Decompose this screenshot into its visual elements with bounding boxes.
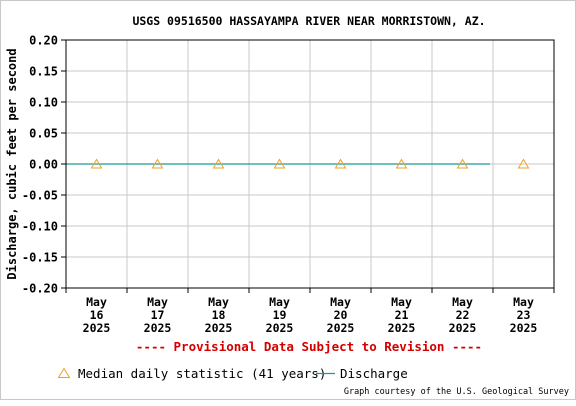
x-tick-label: 2025: [388, 321, 416, 335]
median-point: [334, 158, 347, 169]
x-tick-label: May: [269, 295, 290, 309]
x-tick-label: May: [330, 295, 351, 309]
x-tick-label: May: [147, 295, 168, 309]
x-tick-label: May: [513, 295, 534, 309]
y-tick-labels: 0.20 0.15 0.10 0.05 0.00 -0.05 -0.10 -0.15 -0.20: [22, 34, 66, 296]
median-point: [273, 158, 286, 169]
x-tick-label: 2025: [266, 321, 294, 335]
legend-median-label: Median daily statistic (41 years): [78, 366, 326, 381]
legend-discharge-label: Discharge: [340, 366, 408, 381]
x-tick-label: 2025: [510, 321, 538, 335]
y-tick-label: -0.05: [22, 189, 58, 203]
y-tick-label: -0.15: [22, 251, 58, 265]
y-tick-label: 0.15: [29, 65, 58, 79]
x-tick-labels: May162025May172025May182025May192025May2…: [65, 288, 555, 335]
median-point: [517, 158, 530, 169]
x-tick-label: May: [86, 295, 107, 309]
y-tick-label: 0.10: [29, 96, 58, 110]
y-tick-label: 0.05: [29, 127, 58, 141]
x-tick-label: 2025: [327, 321, 355, 335]
credit-note: Graph courtesy of the U.S. Geological Su…: [344, 387, 569, 397]
x-tick-label: 2025: [449, 321, 477, 335]
x-tick-label: 18: [212, 308, 226, 322]
legend-median-marker: [57, 367, 71, 378]
plot-frame: [65, 39, 555, 289]
y-axis-label: Discharge, cubic feet per second: [5, 48, 19, 279]
series-layer: [66, 158, 530, 169]
x-tick-label: May: [208, 295, 229, 309]
x-tick-label: 21: [395, 308, 409, 322]
median-point: [90, 158, 103, 169]
x-tick-label: 20: [334, 308, 348, 322]
x-tick-label: 16: [90, 308, 104, 322]
x-tick-label: 2025: [205, 321, 233, 335]
x-tick-label: 23: [517, 308, 531, 322]
x-tick-label: 2025: [83, 321, 111, 335]
median-point: [456, 158, 469, 169]
x-tick-label: May: [452, 295, 473, 309]
x-tick-label: 2025: [144, 321, 172, 335]
provisional-note: ---- Provisional Data Subject to Revisio…: [136, 339, 482, 354]
y-tick-label: -0.10: [22, 220, 58, 234]
x-tick-label: 19: [273, 308, 287, 322]
legend: Median daily statistic (41 years) Discha…: [57, 366, 408, 381]
median-point: [212, 158, 225, 169]
x-tick-label: 17: [151, 308, 165, 322]
median-point: [395, 158, 408, 169]
chart-title: USGS 09516500 HASSAYAMPA RIVER NEAR MORR…: [132, 14, 485, 28]
x-tick-label: May: [391, 295, 412, 309]
x-tick-label: 22: [456, 308, 470, 322]
median-point: [151, 158, 164, 169]
y-tick-label: 0.20: [29, 34, 58, 48]
y-tick-label: 0.00: [29, 158, 58, 172]
y-tick-label: -0.20: [22, 282, 58, 296]
